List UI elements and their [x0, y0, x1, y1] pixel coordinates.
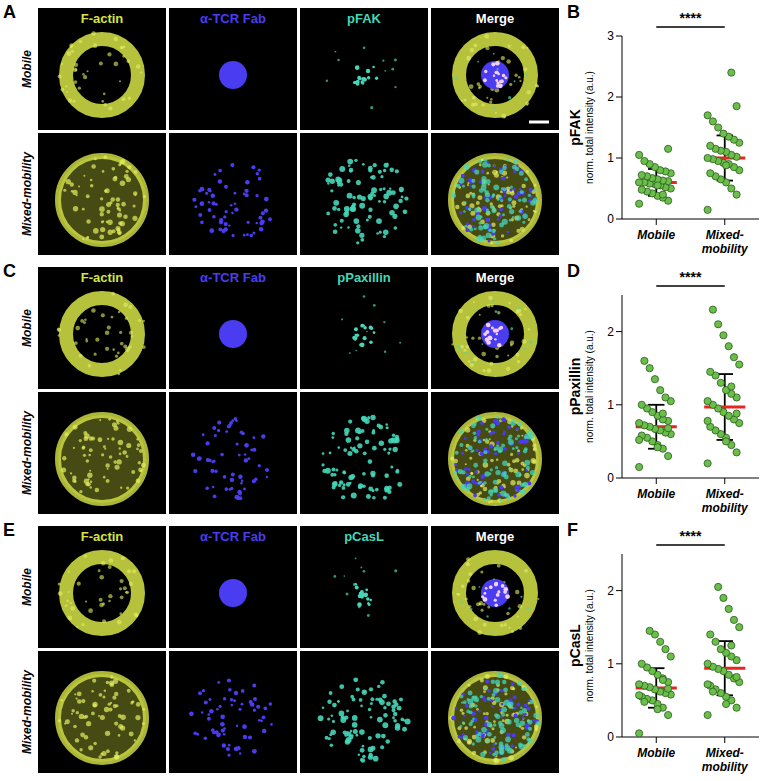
- svg-text:2: 2: [607, 325, 614, 339]
- svg-text:pCasL: pCasL: [568, 624, 583, 667]
- svg-text:F-actin: F-actin: [81, 11, 124, 26]
- svg-text:norm. total intensity (a.u.): norm. total intensity (a.u.): [584, 71, 595, 184]
- svg-text:F-actin: F-actin: [81, 270, 124, 285]
- svg-text:α-TCR Fab: α-TCR Fab: [200, 11, 266, 26]
- svg-text:Mixed-mobility: Mixed-mobility: [20, 410, 34, 495]
- svg-text:Mixed-mobility: Mixed-mobility: [20, 669, 34, 754]
- svg-text:norm. total intensity (a.u.): norm. total intensity (a.u.): [584, 589, 595, 702]
- html-text:D: D: [567, 261, 580, 281]
- svg-text:0: 0: [607, 471, 614, 485]
- svg-text:Merge: Merge: [476, 11, 514, 26]
- svg-text:1: 1: [607, 657, 614, 671]
- html-text:F: F: [567, 520, 578, 540]
- svg-text:pFAK: pFAK: [347, 11, 382, 26]
- svg-text:Mobile: Mobile: [637, 746, 675, 760]
- svg-text:Mobile: Mobile: [20, 568, 34, 606]
- svg-text:pPaxillin: pPaxillin: [568, 358, 583, 416]
- svg-text:Mobile: Mobile: [20, 50, 34, 88]
- svg-text:Mixed-mobility: Mixed-mobility: [702, 487, 749, 515]
- svg-text:pCasL: pCasL: [344, 529, 384, 544]
- html-text:B: B: [567, 2, 580, 22]
- svg-text:Mixed-mobility: Mixed-mobility: [702, 228, 749, 256]
- svg-text:Mobile: Mobile: [20, 309, 34, 347]
- svg-text:Merge: Merge: [476, 270, 514, 285]
- svg-text:pFAK: pFAK: [568, 109, 583, 146]
- svg-text:****: ****: [680, 10, 702, 26]
- html-text:C: C: [3, 261, 16, 281]
- svg-text:pPaxillin: pPaxillin: [337, 270, 391, 285]
- svg-text:norm. total intensity (a.u.): norm. total intensity (a.u.): [584, 330, 595, 443]
- svg-text:2: 2: [607, 584, 614, 598]
- svg-text:Mixed-mobility: Mixed-mobility: [702, 746, 749, 774]
- html-text:A: A: [3, 2, 16, 22]
- svg-text:F-actin: F-actin: [81, 529, 124, 544]
- svg-text:Mixed-mobility: Mixed-mobility: [20, 151, 34, 236]
- svg-text:Mobile: Mobile: [637, 228, 675, 242]
- svg-text:Mobile: Mobile: [637, 487, 675, 501]
- svg-text:1: 1: [607, 151, 614, 165]
- svg-text:Merge: Merge: [476, 529, 514, 544]
- svg-text:α-TCR Fab: α-TCR Fab: [200, 270, 266, 285]
- svg-text:0: 0: [607, 212, 614, 226]
- svg-text:0: 0: [607, 730, 614, 744]
- svg-text:α-TCR Fab: α-TCR Fab: [200, 529, 266, 544]
- svg-text:2: 2: [607, 90, 614, 104]
- html-text:E: E: [3, 520, 15, 540]
- svg-text:3: 3: [607, 29, 614, 43]
- svg-text:****: ****: [680, 528, 702, 544]
- svg-text:****: ****: [680, 269, 702, 285]
- svg-text:1: 1: [607, 398, 614, 412]
